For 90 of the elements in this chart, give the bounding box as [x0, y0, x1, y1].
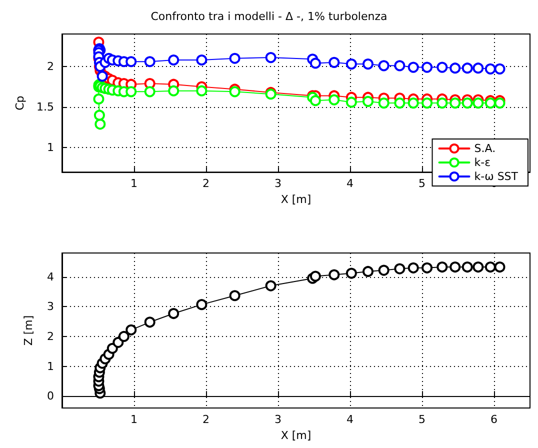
x-tick-label: 5	[418, 413, 426, 426]
point	[126, 86, 137, 98]
point	[346, 96, 357, 108]
point	[462, 98, 473, 109]
point	[450, 62, 461, 74]
legend-label: k-ε	[474, 156, 491, 169]
y-tick-label: 3	[47, 300, 54, 314]
x-axis-title: X [m]	[280, 193, 312, 206]
chart-title: Confronto tra i modelli - Δ -, 1% turbolenza	[150, 10, 388, 23]
y-tick-label: 1.5	[36, 100, 54, 114]
point	[229, 86, 240, 98]
point	[450, 262, 461, 273]
point	[408, 98, 419, 109]
point	[494, 98, 506, 109]
point	[346, 58, 357, 70]
point	[126, 324, 137, 336]
x-tick-label: 4	[346, 413, 354, 426]
point	[168, 85, 180, 96]
point	[229, 290, 240, 302]
point	[422, 262, 433, 274]
point	[422, 98, 433, 109]
point	[196, 85, 208, 96]
y-tick-label: 4	[47, 270, 54, 284]
point	[310, 58, 321, 69]
legend-label: S.A.	[474, 142, 496, 155]
point	[328, 269, 340, 280]
y-axis-title: Z [m]	[22, 315, 35, 346]
y-tick-label: 2	[47, 60, 54, 73]
point	[196, 299, 208, 310]
point	[328, 56, 340, 68]
x-tick-label: 3	[274, 177, 282, 190]
x-axis-title: X [m]	[280, 428, 312, 442]
point	[362, 58, 374, 70]
x-tick-label: 6	[490, 413, 498, 426]
point	[472, 262, 484, 273]
point	[484, 262, 496, 273]
y-axis-title: Cp	[14, 96, 27, 110]
point	[394, 98, 406, 109]
point	[378, 98, 390, 109]
point	[394, 60, 406, 72]
point	[168, 54, 180, 66]
point	[394, 263, 406, 274]
point	[462, 62, 473, 74]
point	[494, 63, 506, 74]
point	[346, 268, 357, 279]
point	[408, 62, 419, 73]
x-tick-label: 2	[202, 177, 210, 190]
point	[265, 280, 276, 292]
point	[472, 62, 484, 74]
x-tick-label: 2	[202, 413, 210, 426]
point	[328, 94, 340, 106]
point	[126, 56, 137, 68]
point	[196, 54, 208, 66]
point	[265, 52, 276, 64]
point	[484, 98, 496, 109]
point	[450, 98, 461, 109]
y-tick-label: 1	[47, 141, 54, 154]
point	[310, 95, 321, 106]
point	[118, 330, 130, 342]
point	[422, 62, 433, 73]
x-tick-label: 1	[130, 413, 138, 426]
y-tick-label: 0	[47, 390, 54, 403]
point	[436, 98, 448, 109]
x-tick-label: 4	[346, 177, 354, 190]
point	[436, 262, 448, 273]
point	[462, 262, 473, 273]
point	[229, 52, 240, 64]
point	[378, 60, 390, 72]
point	[362, 96, 374, 107]
point	[484, 63, 496, 74]
y-tick-label: 1	[47, 360, 54, 373]
point	[472, 98, 484, 109]
point	[378, 264, 390, 276]
x-tick-label: 5	[418, 177, 426, 190]
point	[494, 262, 506, 273]
point	[94, 118, 106, 130]
point	[436, 62, 448, 73]
point	[144, 316, 156, 328]
point	[310, 270, 321, 282]
point	[408, 262, 419, 274]
point	[362, 266, 374, 277]
x-tick-label: 3	[274, 413, 282, 426]
point	[144, 86, 156, 98]
point	[144, 56, 156, 68]
point	[94, 110, 105, 121]
legend-label: k-ω SST	[474, 170, 518, 183]
point	[168, 308, 180, 320]
point	[93, 93, 104, 104]
y-tick-label: 2	[47, 330, 54, 343]
x-tick-label: 1	[130, 177, 138, 190]
